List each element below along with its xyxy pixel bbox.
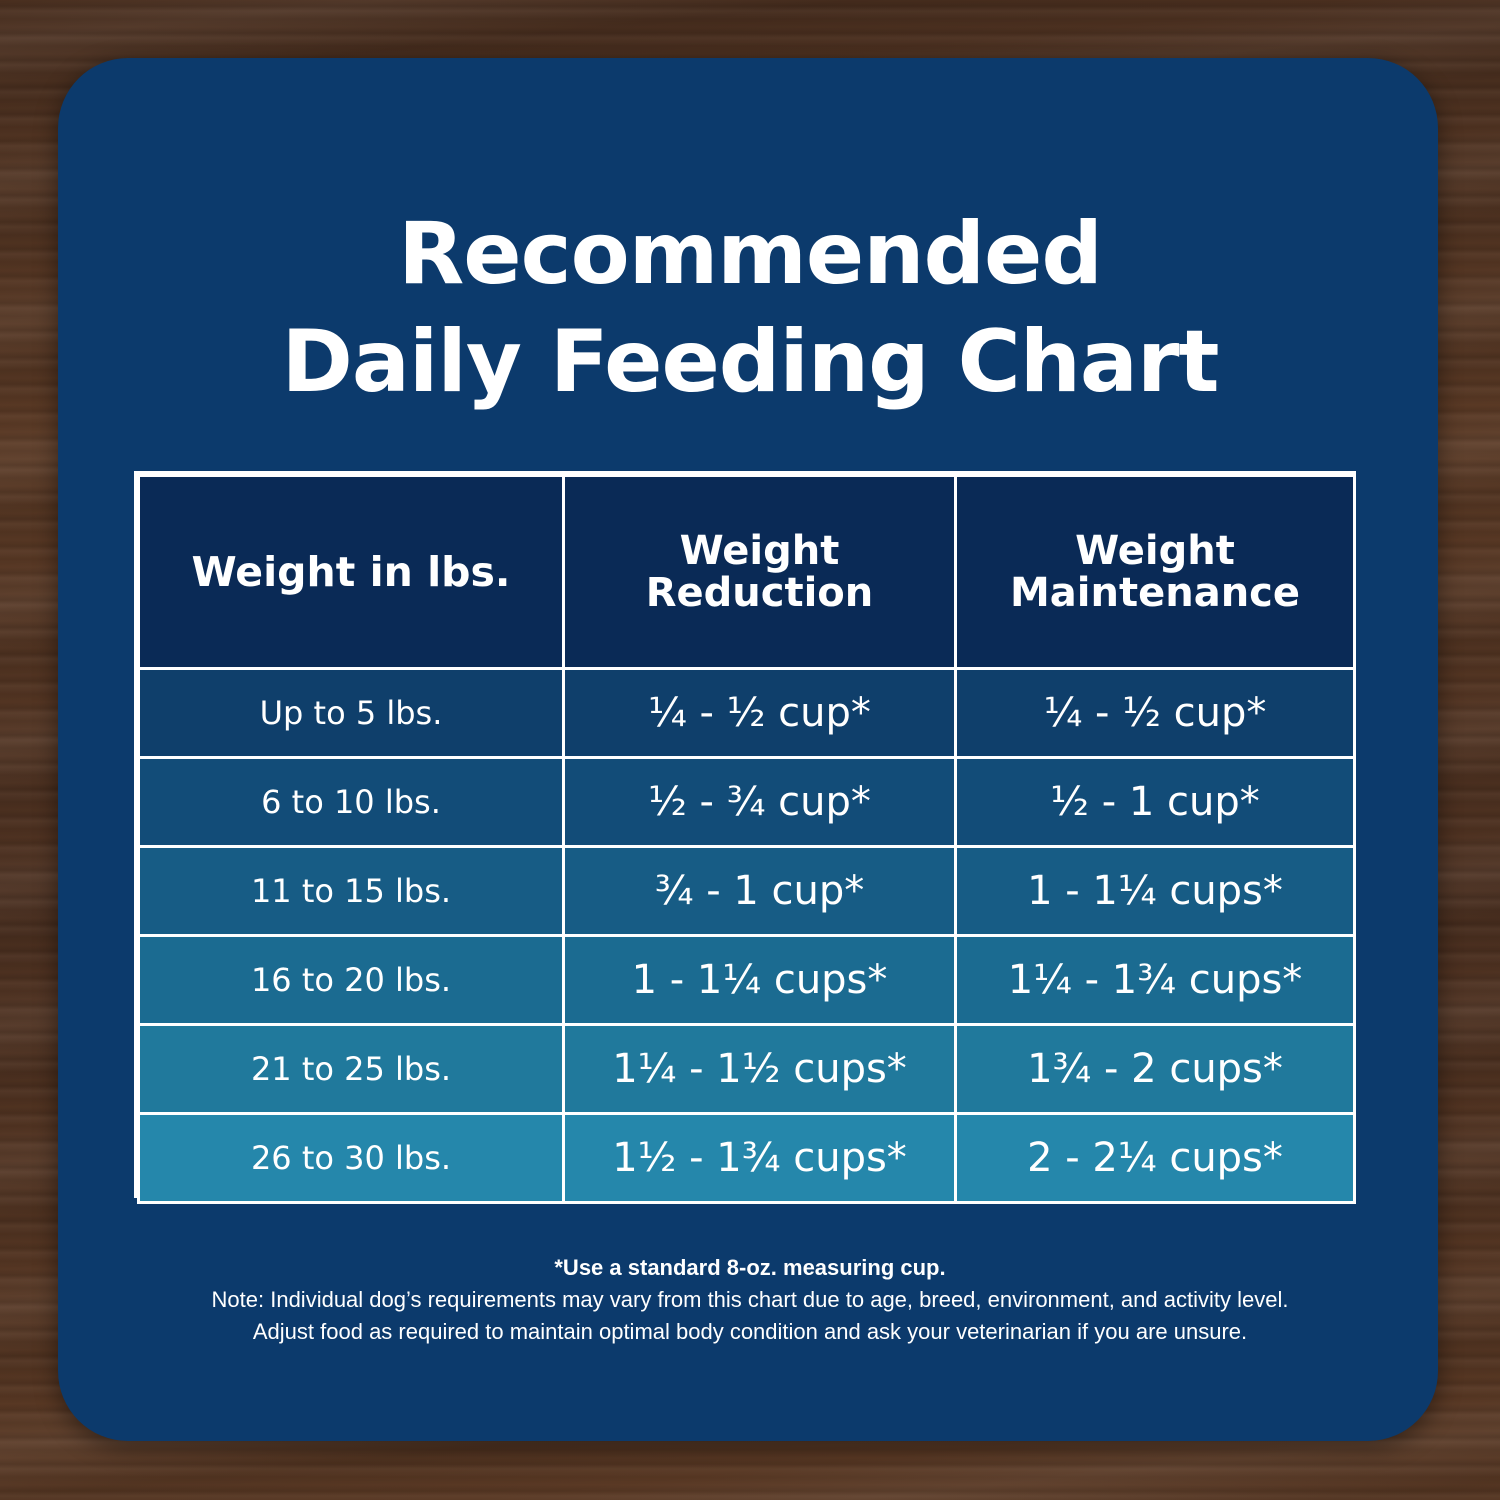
header-reduction-line-2: Reduction bbox=[645, 570, 874, 616]
table-row: 21 to 25 lbs. 1¼ - 1½ cups* 1¾ - 2 cups* bbox=[137, 1023, 1356, 1115]
page-title: Recommended Daily Feeding Chart bbox=[0, 200, 1500, 416]
reduction-cell: 1 - 1¼ cups* bbox=[562, 934, 957, 1026]
maintenance-cell: 1¼ - 1¾ cups* bbox=[954, 934, 1356, 1026]
note-line-1: Note: Individual dog’s requirements may … bbox=[211, 1287, 1289, 1312]
notes: *Use a standard 8-oz. measuring cup. Not… bbox=[0, 1252, 1500, 1348]
title-line-1: Recommended bbox=[398, 204, 1103, 304]
note-line-2: Adjust food as required to maintain opti… bbox=[252, 1319, 1248, 1344]
reduction-cell: ¾ - 1 cup* bbox=[562, 845, 957, 937]
header-reduction-line-1: Weight bbox=[679, 528, 840, 574]
table-row: 16 to 20 lbs. 1 - 1¼ cups* 1¼ - 1¾ cups* bbox=[137, 934, 1356, 1026]
maintenance-cell: 2 - 2¼ cups* bbox=[954, 1112, 1356, 1204]
reduction-cell: ½ - ¾ cup* bbox=[562, 756, 957, 848]
weight-cell: 11 to 15 lbs. bbox=[137, 845, 565, 937]
header-reduction: Weight Reduction bbox=[562, 474, 957, 670]
maintenance-cell: 1 - 1¼ cups* bbox=[954, 845, 1356, 937]
reduction-cell: 1½ - 1¾ cups* bbox=[562, 1112, 957, 1204]
maintenance-cell: ½ - 1 cup* bbox=[954, 756, 1356, 848]
weight-cell: Up to 5 lbs. bbox=[137, 667, 565, 759]
maintenance-cell: 1¾ - 2 cups* bbox=[954, 1023, 1356, 1115]
header-weight-label: Weight in lbs. bbox=[191, 548, 511, 596]
header-weight: Weight in lbs. bbox=[137, 474, 565, 670]
maintenance-cell: ¼ - ½ cup* bbox=[954, 667, 1356, 759]
weight-cell: 21 to 25 lbs. bbox=[137, 1023, 565, 1115]
title-line-2: Daily Feeding Chart bbox=[281, 312, 1220, 412]
table-row: 11 to 15 lbs. ¾ - 1 cup* 1 - 1¼ cups* bbox=[137, 845, 1356, 937]
table-row: 26 to 30 lbs. 1½ - 1¾ cups* 2 - 2¼ cups* bbox=[137, 1112, 1356, 1204]
feeding-table: Weight in lbs. Weight Reduction Weight M… bbox=[134, 471, 1356, 1204]
header-maintenance-line-2: Maintenance bbox=[1009, 570, 1301, 616]
reduction-cell: ¼ - ½ cup* bbox=[562, 667, 957, 759]
table-row: Up to 5 lbs. ¼ - ½ cup* ¼ - ½ cup* bbox=[137, 667, 1356, 759]
weight-cell: 16 to 20 lbs. bbox=[137, 934, 565, 1026]
reduction-cell: 1¼ - 1½ cups* bbox=[562, 1023, 957, 1115]
table-row: 6 to 10 lbs. ½ - ¾ cup* ½ - 1 cup* bbox=[137, 756, 1356, 848]
weight-cell: 26 to 30 lbs. bbox=[137, 1112, 565, 1204]
header-maintenance-line-1: Weight bbox=[1075, 528, 1235, 574]
header-row: Weight in lbs. Weight Reduction Weight M… bbox=[137, 474, 1356, 670]
weight-cell: 6 to 10 lbs. bbox=[137, 756, 565, 848]
footnote: *Use a standard 8-oz. measuring cup. bbox=[554, 1255, 946, 1280]
header-maintenance: Weight Maintenance bbox=[954, 474, 1356, 670]
